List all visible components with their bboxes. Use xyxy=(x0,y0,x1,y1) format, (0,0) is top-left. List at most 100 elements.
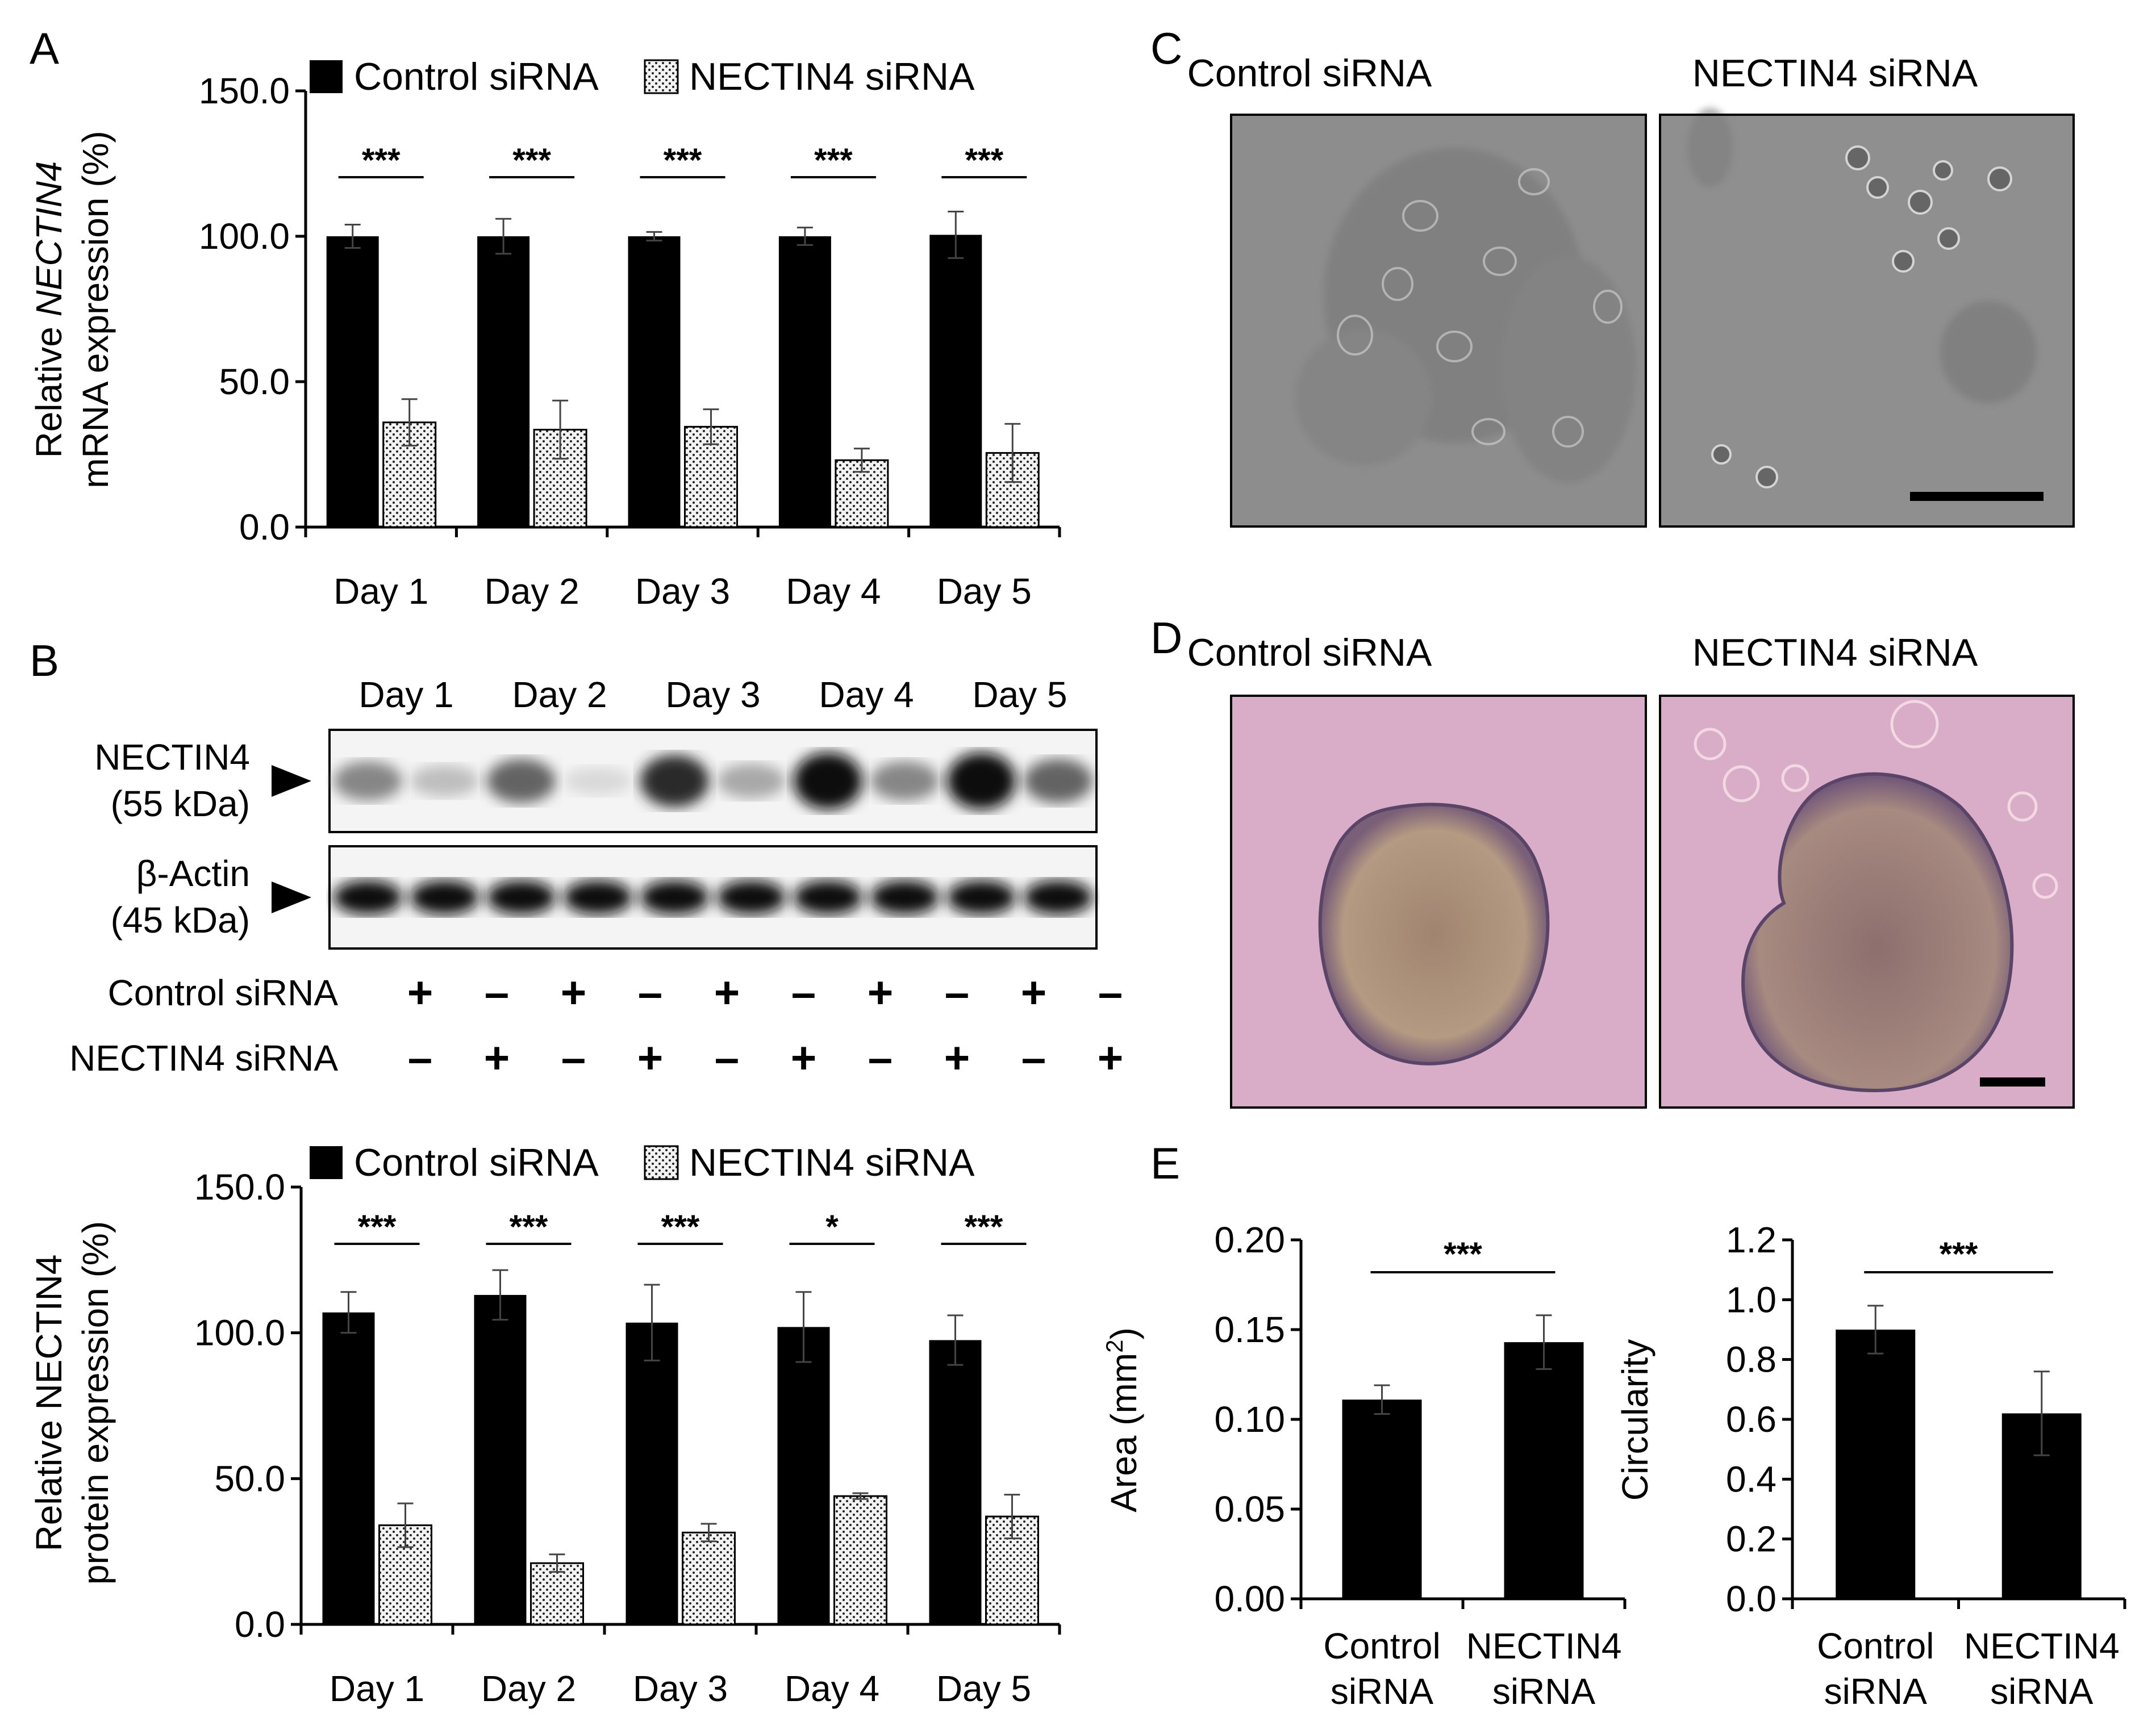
blot-band xyxy=(946,880,1016,914)
blot-band xyxy=(793,880,863,914)
y-axis-label: Relative NECTIN4 xyxy=(28,161,69,458)
y-axis-label-gene: NECTIN4 xyxy=(28,161,69,317)
blot-band xyxy=(1023,759,1093,803)
blot-band xyxy=(563,767,633,795)
treatment-row-label: Control siRNA xyxy=(108,972,339,1013)
x-tick-label: Day 5 xyxy=(937,571,1032,612)
y-tick-label: 50.0 xyxy=(214,1458,285,1499)
x-tick-label-line1: NECTIN4 xyxy=(1964,1626,2120,1666)
blot-band xyxy=(870,880,940,914)
panel-c-title-nectin4: NECTIN4 siRNA xyxy=(1692,52,1978,95)
significance-stars: *** xyxy=(510,1209,548,1246)
x-tick-label-line2: siRNA xyxy=(1990,1671,2094,1712)
y-tick-label: 150.0 xyxy=(194,1167,285,1207)
x-tick-label: Day 5 xyxy=(936,1668,1031,1709)
x-tick-label: Day 2 xyxy=(481,1668,576,1709)
y-axis-label-part: Relative xyxy=(28,316,69,458)
y-axis-label-line1: Relative NECTIN4 xyxy=(28,1255,69,1552)
treatment-sign: – xyxy=(561,1033,586,1083)
bar xyxy=(1342,1399,1422,1599)
y-tick-label: 1.2 xyxy=(1726,1219,1776,1260)
treatment-sign: – xyxy=(1021,1033,1046,1083)
bar-control xyxy=(778,236,831,527)
treatment-sign: – xyxy=(791,967,816,1017)
blot-band xyxy=(793,753,863,809)
bar-control xyxy=(929,1340,982,1624)
bar-control xyxy=(929,235,982,527)
chart-a-mrna: 0.0 50.0 100.0 150.0 Day 1 *** Day 2 *** Day 3 **… xyxy=(28,55,1061,612)
x-tick-label-line1: Control xyxy=(1323,1626,1440,1666)
y-tick-label: 0.6 xyxy=(1726,1399,1776,1440)
y-tick-label: 0.20 xyxy=(1214,1219,1285,1260)
blot-label-size: (55 kDa) xyxy=(111,783,250,824)
blot-band xyxy=(486,759,556,803)
y-axis-label-superscript: 2 xyxy=(1101,1340,1128,1353)
treatment-sign: – xyxy=(868,1033,893,1083)
band-arrowhead xyxy=(272,765,311,797)
bar-control xyxy=(322,1312,375,1624)
significance-stars: *** xyxy=(358,1209,397,1246)
x-tick-label-line2: siRNA xyxy=(1331,1671,1434,1712)
legend-label-nectin4: NECTIN4 siRNA xyxy=(689,1141,975,1184)
y-tick-label: 100.0 xyxy=(199,216,290,257)
legend-swatch-nectin4 xyxy=(644,59,679,94)
blot-band xyxy=(1023,880,1093,914)
x-tick-label-line1: NECTIN4 xyxy=(1466,1626,1622,1666)
significance-stars: *** xyxy=(814,142,853,179)
treatment-sign: – xyxy=(1098,967,1123,1017)
treatment-sign: + xyxy=(1021,967,1047,1017)
blot-band xyxy=(870,761,940,801)
blot-band xyxy=(333,880,403,914)
y-tick-label: 0.0 xyxy=(239,507,290,548)
panel-letter-d: D xyxy=(1150,613,1182,663)
micrograph-d-control xyxy=(1230,695,1647,1109)
blot-band xyxy=(716,763,786,799)
chart-e-circularity: 0.0 0.2 0.4 0.6 0.8 1.0 1.2 Control siRNA NECTIN4… xyxy=(1615,1219,2126,1712)
western-blot: Day 1 Day 2 Day 3 Day 4 Day 5 NECTIN4 (55 kDa)… xyxy=(69,674,1123,1083)
panel-c-title-control: Control siRNA xyxy=(1187,52,1432,95)
y-tick-label: 0.10 xyxy=(1214,1399,1285,1440)
y-tick-label: 50.0 xyxy=(219,361,290,402)
treatment-sign: + xyxy=(714,967,740,1017)
micrograph-d-nectin4 xyxy=(1659,695,2075,1109)
y-axis-label: Circularity xyxy=(1615,1339,1655,1501)
x-tick-label: Day 3 xyxy=(633,1668,728,1709)
bar-nectin4 xyxy=(833,1495,887,1626)
y-tick-label: 0.0 xyxy=(1726,1578,1776,1619)
legend-swatch-control xyxy=(310,60,343,93)
treatment-sign: – xyxy=(485,967,509,1017)
blot-day-label: Day 4 xyxy=(819,674,914,715)
treatment-sign: + xyxy=(484,1033,510,1083)
y-axis-label-text: Area (mm xyxy=(1103,1353,1144,1512)
legend-swatch-nectin4 xyxy=(644,1145,679,1180)
panel-letter-c: C xyxy=(1150,23,1182,73)
treatment-sign: + xyxy=(637,1033,664,1083)
bar-control xyxy=(625,1322,678,1624)
blot-day-label: Day 3 xyxy=(665,674,760,715)
legend-label-control: Control siRNA xyxy=(354,1141,599,1184)
y-tick-label: 0.8 xyxy=(1726,1339,1776,1380)
bar-control xyxy=(777,1327,830,1624)
treatment-row-label: NECTIN4 siRNA xyxy=(69,1038,338,1079)
x-tick-label: Day 4 xyxy=(786,571,881,612)
panel-d-title-control: Control siRNA xyxy=(1187,631,1432,674)
treatment-sign: – xyxy=(638,967,662,1017)
x-tick-label: Day 1 xyxy=(330,1668,424,1709)
treatment-sign: + xyxy=(1098,1033,1124,1083)
chart-e-area: 0.00 0.05 0.10 0.15 0.20 Control siRNA NECTIN4 s… xyxy=(1101,1219,1627,1712)
significance-stars: *** xyxy=(661,1209,700,1246)
blot-band xyxy=(410,880,479,914)
panel-d-title-nectin4: NECTIN4 siRNA xyxy=(1692,631,1978,674)
x-tick-label: Day 2 xyxy=(485,571,579,612)
y-tick-label: 1.0 xyxy=(1726,1279,1776,1320)
blot-day-label: Day 1 xyxy=(358,674,453,715)
significance-stars: *** xyxy=(965,1209,1003,1246)
treatment-sign: + xyxy=(868,967,894,1017)
y-tick-label: 0.4 xyxy=(1726,1459,1776,1499)
legend-swatch-control xyxy=(310,1146,343,1179)
blot-label-size: (45 kDa) xyxy=(111,900,250,941)
treatment-sign: + xyxy=(944,1033,970,1083)
bar-nectin4 xyxy=(530,1562,584,1626)
y-axis-label-close: ) xyxy=(1103,1327,1144,1339)
